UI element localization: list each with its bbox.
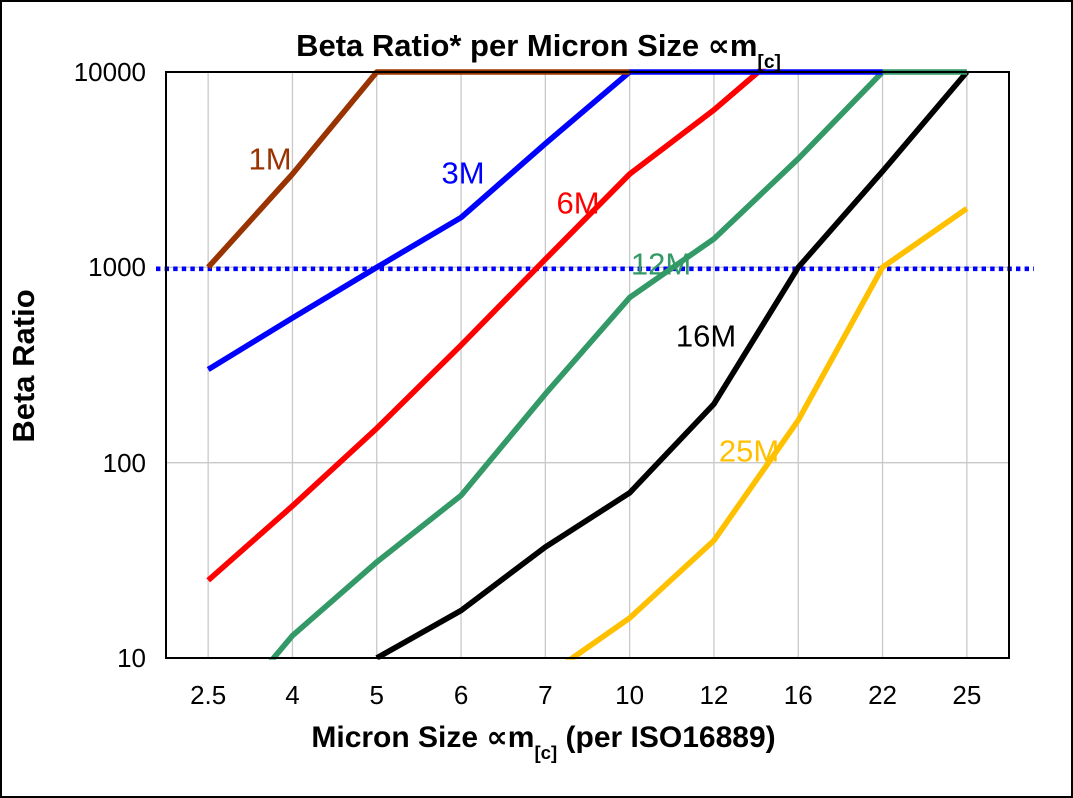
x-tick-label-6: 6 — [453, 680, 469, 710]
chart-title-text: Beta Ratio* per Micron Size ∝m — [296, 28, 758, 63]
chart-title-subscript: [c] — [757, 51, 781, 73]
plot-frame — [165, 71, 1010, 659]
series-label-25M: 25M — [718, 433, 780, 469]
series-label-6M: 6M — [556, 185, 600, 221]
x-tick-label-16: 16 — [783, 680, 813, 710]
series-line-25M — [565, 206, 969, 660]
x-tick-label-2.5: 2.5 — [190, 680, 227, 710]
x-tick-label-10: 10 — [615, 680, 645, 710]
chart-title: Beta Ratio* per Micron Size ∝m[c] — [2, 28, 1071, 73]
y-tick-label-100: 100 — [102, 447, 146, 478]
x-tick-label-22: 22 — [868, 680, 897, 710]
y-axis-title: Beta Ratio — [6, 289, 41, 443]
series-label-12M: 12M — [630, 246, 692, 282]
x-axis-title: Micron Size ∝m[c] (per ISO16889) — [2, 720, 1071, 763]
x-axis-title-text: Micron Size ∝m — [311, 721, 535, 754]
series-label-1M: 1M — [248, 141, 292, 177]
x-tick-label-5: 5 — [369, 680, 384, 710]
y-tick-label-1000: 1000 — [88, 252, 146, 283]
x-axis-title-suffix: (per ISO16889) — [557, 721, 776, 754]
y-tick-label-10: 10 — [117, 643, 146, 673]
y-tick-label-10000: 10000 — [73, 57, 146, 87]
x-tick-label-4: 4 — [285, 680, 300, 710]
x-tick-label-12: 12 — [699, 680, 729, 710]
series-label-16M: 16M — [675, 318, 737, 354]
series-label-3M: 3M — [441, 155, 485, 191]
series-line-6M — [206, 68, 767, 583]
x-tick-label-7: 7 — [538, 680, 553, 710]
x-tick-label-25: 25 — [952, 680, 982, 710]
series-line-12M — [268, 69, 967, 660]
series-line-16M — [375, 70, 970, 660]
x-axis-title-subscript: [c] — [534, 741, 558, 763]
